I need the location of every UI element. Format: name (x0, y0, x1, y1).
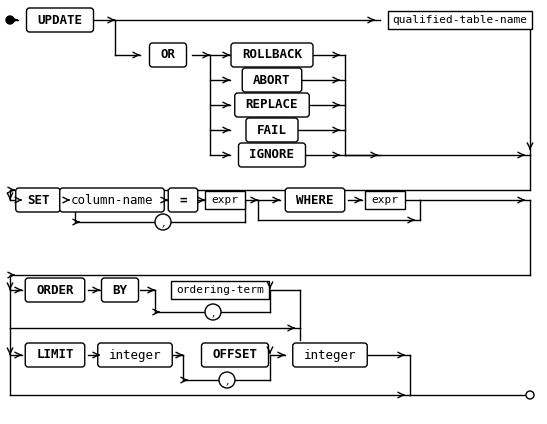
Text: qualified-table-name: qualified-table-name (393, 15, 527, 25)
FancyBboxPatch shape (16, 188, 60, 212)
Text: =: = (179, 193, 187, 206)
FancyBboxPatch shape (149, 43, 187, 67)
FancyBboxPatch shape (242, 68, 302, 92)
FancyBboxPatch shape (168, 188, 198, 212)
Bar (205, 191, 245, 209)
Text: integer: integer (109, 349, 161, 362)
Circle shape (526, 391, 534, 399)
FancyBboxPatch shape (238, 143, 306, 167)
Bar (388, 11, 532, 29)
FancyBboxPatch shape (102, 278, 138, 302)
Text: BY: BY (113, 284, 127, 296)
FancyBboxPatch shape (25, 343, 85, 367)
FancyBboxPatch shape (285, 188, 345, 212)
FancyBboxPatch shape (246, 118, 298, 142)
FancyBboxPatch shape (293, 343, 367, 367)
Bar (171, 281, 269, 299)
Text: SET: SET (27, 193, 49, 206)
Text: ORDER: ORDER (36, 284, 74, 296)
FancyBboxPatch shape (25, 278, 85, 302)
FancyBboxPatch shape (231, 43, 313, 67)
Text: LIMIT: LIMIT (36, 349, 74, 362)
Text: FAIL: FAIL (257, 123, 287, 137)
FancyBboxPatch shape (60, 188, 164, 212)
Text: expr: expr (371, 195, 399, 205)
Text: REPLACE: REPLACE (246, 98, 298, 112)
Circle shape (205, 304, 221, 320)
Text: expr: expr (212, 195, 238, 205)
Text: ABORT: ABORT (253, 73, 291, 86)
Text: ordering-term: ordering-term (176, 285, 264, 295)
Text: integer: integer (304, 349, 356, 362)
Circle shape (6, 16, 14, 24)
Text: WHERE: WHERE (296, 193, 334, 206)
Bar (365, 191, 405, 209)
Circle shape (155, 214, 171, 230)
Text: OFFSET: OFFSET (212, 349, 258, 362)
Text: ,: , (211, 307, 215, 317)
Text: column-name: column-name (71, 193, 153, 206)
Text: UPDATE: UPDATE (38, 14, 83, 26)
Text: ROLLBACK: ROLLBACK (242, 48, 302, 61)
Text: ,: , (161, 217, 165, 227)
Text: ,: , (225, 375, 229, 385)
Text: OR: OR (160, 48, 176, 61)
Circle shape (219, 372, 235, 388)
FancyBboxPatch shape (26, 8, 94, 32)
FancyBboxPatch shape (235, 93, 309, 117)
Text: IGNORE: IGNORE (249, 148, 294, 162)
FancyBboxPatch shape (201, 343, 269, 367)
FancyBboxPatch shape (98, 343, 172, 367)
